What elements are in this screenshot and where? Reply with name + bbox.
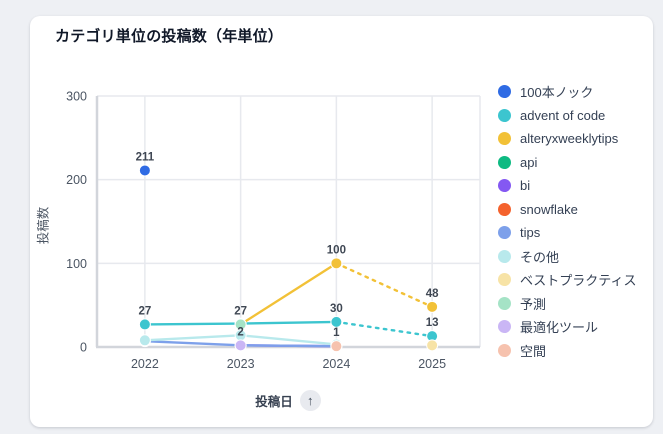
legend-item-2[interactable]: alteryxweeklytips [498,127,648,151]
chart-card: カテゴリ単位の投稿数（年単位） 投稿数 0 100 200 300 2022 2023 20… [30,16,653,427]
legend-label: snowflake [520,201,578,217]
data-point[interactable] [426,300,439,313]
series-line [143,339,242,347]
legend-label: 最適化ツール [520,320,599,336]
series-line [239,344,338,348]
legend-item-10[interactable]: 最適化ツール [498,315,648,339]
chart-canvas[interactable]: 0 100 200 300 2022 2023 2024 2025 211 27 30 13 100 48… [40,76,540,376]
series-line [239,334,338,346]
legend-swatch [498,343,511,357]
legend-item-5[interactable]: snowflake [498,198,648,222]
y-tick-label: 0 [80,341,87,355]
x-axis-label-row: 投稿日 ↑ [188,388,388,412]
legend-swatch [498,273,511,287]
x-axis-label: 投稿日 [255,394,293,409]
data-point[interactable] [138,318,151,331]
legend-swatch [498,155,511,169]
data-point[interactable] [330,315,343,328]
legend-label: ベストプラクティス [520,273,637,289]
legend-swatch [498,132,511,146]
series-line [143,334,242,342]
legend-label: api [520,154,538,170]
data-label: 2 [237,326,243,338]
data-point[interactable] [426,339,439,352]
legend-label: alteryxweeklytips [520,131,619,147]
legend-swatch [498,108,511,122]
legend-item-11[interactable]: 空間 [498,339,648,363]
x-tick-label: 2024 [322,357,350,371]
legend-label: 100本ノック [520,85,594,101]
data-label: 48 [426,288,439,300]
legend-item-0[interactable]: 100本ノック [498,80,648,104]
series-line [239,262,338,326]
series-line [335,320,434,338]
legend-label: bi [520,178,531,194]
y-tick-label: 300 [66,90,87,104]
data-label: 100 [327,244,346,256]
legend-item-6[interactable]: tips [498,221,648,245]
legend-swatch [498,179,511,193]
series-line [143,322,242,326]
chart-legend: 100本ノック advent of code alteryxweeklytips ap… [498,80,648,362]
legend-swatch [498,85,511,99]
series-line [335,262,434,309]
data-label: 30 [330,303,343,315]
data-point[interactable] [234,339,247,352]
legend-item-1[interactable]: advent of code [498,104,648,128]
x-tick-label: 2025 [418,357,446,371]
x-tick-label: 2022 [131,357,159,371]
legend-swatch [498,202,511,216]
y-tick-label: 200 [66,173,87,187]
legend-swatch [498,296,511,310]
legend-item-3[interactable]: api [498,151,648,175]
legend-item-8[interactable]: ベストプラクティス [498,268,648,292]
data-label: 13 [426,317,439,329]
legend-label: tips [520,225,541,241]
legend-item-7[interactable]: その他 [498,245,648,269]
data-point[interactable] [138,164,151,177]
data-label: 211 [136,151,155,163]
series-line [239,320,338,325]
legend-item-9[interactable]: 予測 [498,292,648,316]
x-tick-label: 2023 [227,357,255,371]
legend-item-4[interactable]: bi [498,174,648,198]
data-label: 27 [138,305,151,317]
legend-swatch [498,249,511,263]
data-point[interactable] [330,340,343,353]
data-label: 1 [333,327,340,339]
y-tick-label: 100 [66,257,87,271]
legend-swatch [498,226,511,240]
legend-label: 空間 [520,343,547,359]
legend-label: その他 [520,249,560,265]
data-point[interactable] [138,334,151,347]
legend-label: advent of code [520,107,606,123]
data-label: 27 [234,305,247,317]
legend-label: 予測 [520,296,547,312]
legend-swatch [498,320,511,334]
chart-title: カテゴリ単位の投稿数（年単位） [55,28,284,45]
data-point[interactable] [234,318,247,331]
data-point[interactable] [330,257,343,270]
sort-ascending-button[interactable]: ↑ [299,389,321,411]
arrow-up-icon: ↑ [307,392,314,408]
